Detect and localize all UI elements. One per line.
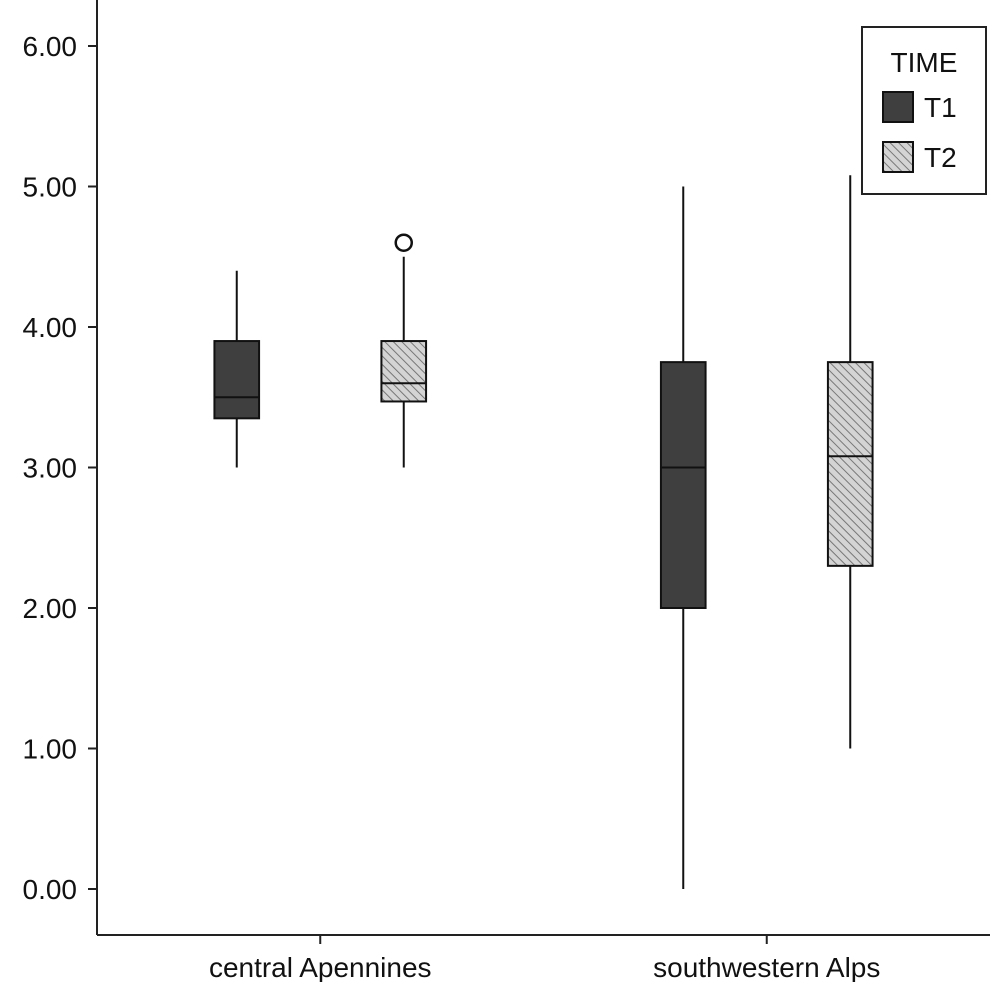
y-tick-label: 5.00: [23, 172, 78, 203]
box-iqr: [826, 361, 874, 567]
legend-swatch-t1: [882, 91, 914, 123]
box-t2-2: [826, 175, 874, 749]
x-tick-label: central Apennines: [209, 952, 432, 982]
legend: TIME T1 T2: [861, 26, 987, 195]
legend-swatch-t2: [882, 141, 914, 173]
x-tick-label: southwestern Alps: [653, 952, 880, 982]
outlier-point: [394, 233, 413, 252]
x-axis: central Apennines southwestern Alps: [97, 934, 990, 982]
box-t2-1: [380, 233, 428, 468]
y-tick-label: 3.00: [23, 453, 78, 484]
box-t1-1: [213, 270, 261, 468]
y-axis: 0.00 1.00 2.00 3.00 4.00 5.00 6.00: [23, 0, 98, 935]
box-iqr: [659, 361, 707, 609]
y-tick-label: 1.00: [23, 734, 78, 765]
y-tick-label: 0.00: [23, 874, 78, 905]
legend-title: TIME: [891, 47, 958, 78]
box-plots: [213, 175, 874, 889]
box-iqr: [380, 340, 428, 403]
box-iqr: [213, 340, 261, 420]
y-tick-label: 6.00: [23, 31, 78, 62]
legend-label-t1: T1: [924, 92, 957, 123]
legend-label-t2: T2: [924, 142, 957, 173]
y-tick-label: 2.00: [23, 593, 78, 624]
y-tick-label: 4.00: [23, 312, 78, 343]
box-t1-2: [659, 186, 707, 889]
